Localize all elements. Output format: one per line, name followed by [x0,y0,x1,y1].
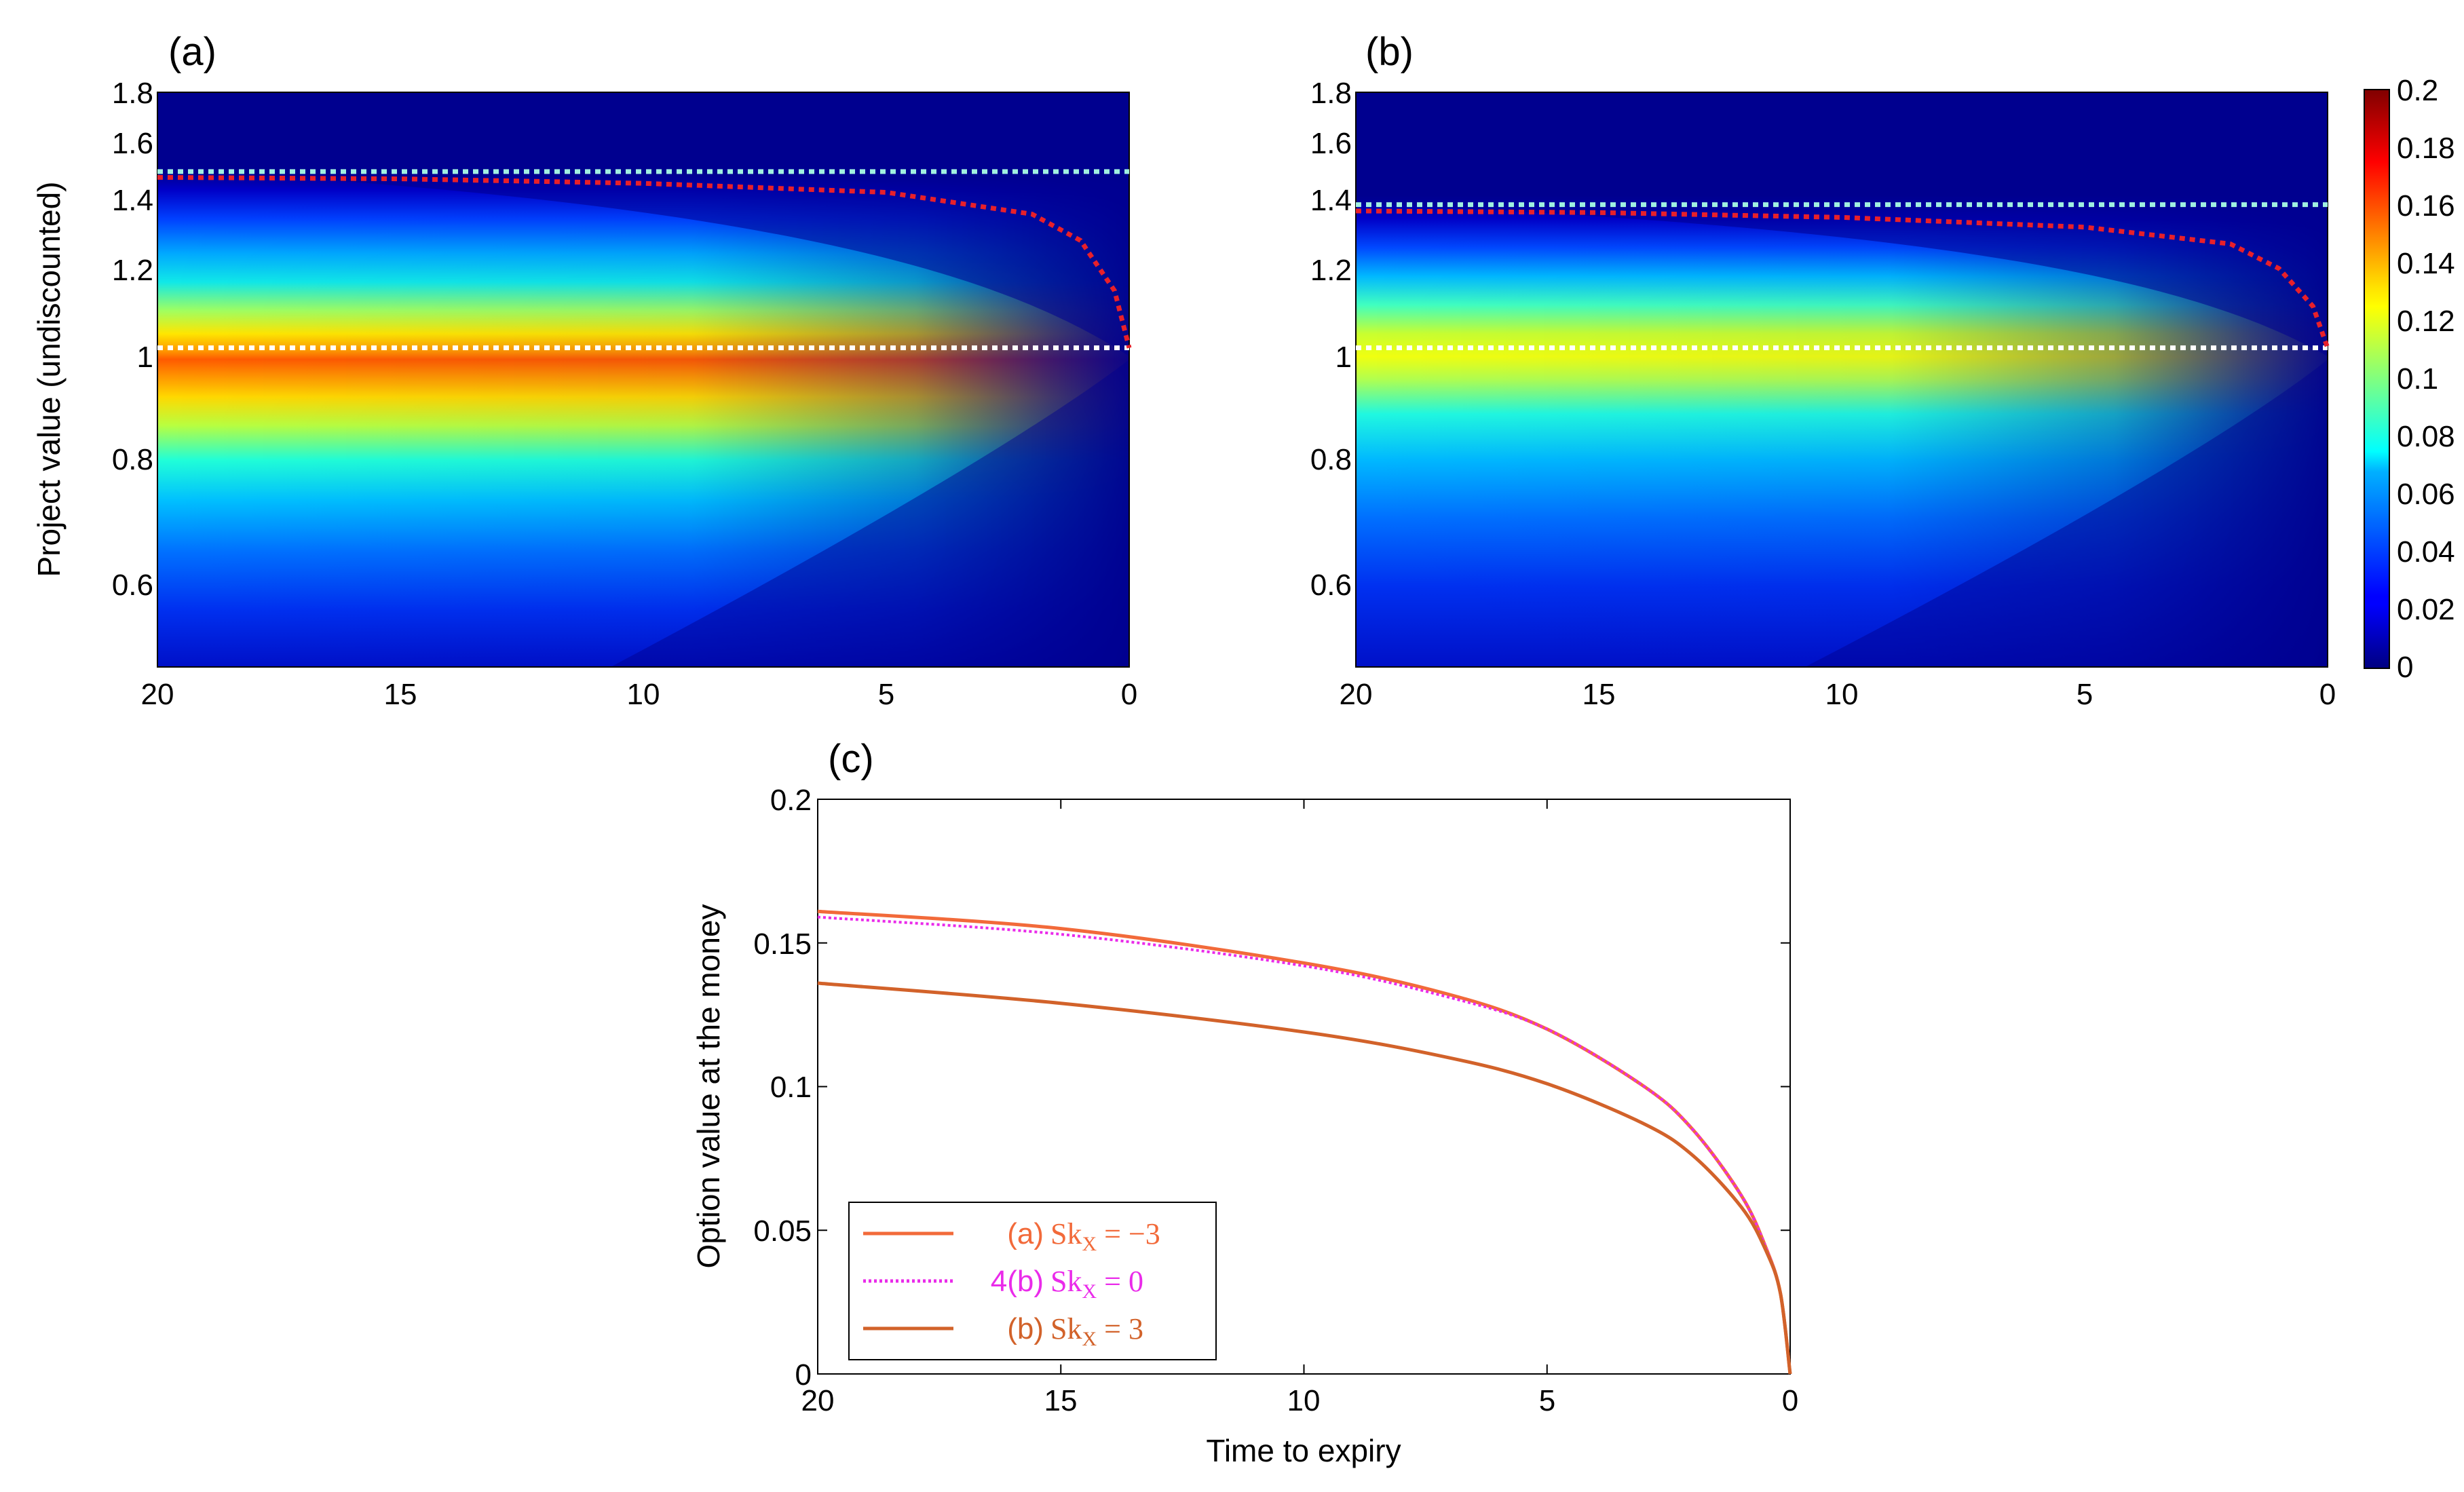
legend-math: SkX = −3 [1050,1217,1160,1255]
series-line-4b [817,915,1792,1375]
panel-a-xtick: 20 [141,678,174,711]
panel-b-ytick: 1 [1335,341,1352,374]
colorbar-tick: 0.14 [2397,247,2455,280]
panel-c: (c) Time to expiry Option value at the m… [691,737,1798,1468]
panel-a-frame [157,92,1130,668]
panel-b-ytick: 1.6 [1310,127,1352,160]
panel-a-xtick: 15 [384,678,417,711]
panel-c-xlabel: Time to expiry [1206,1433,1401,1468]
colorbar-tick: 0.16 [2397,189,2455,223]
panel-b-ytick: 0.8 [1310,443,1352,476]
panel-c-ytick: 0 [795,1358,812,1392]
legend-math-sub: X [1082,1233,1097,1255]
series-line-b [817,981,1792,1375]
colorbar-tick: 0.06 [2397,478,2455,511]
legend-math-base: Sk [1050,1265,1082,1298]
colorbar: 0.2 0.18 0.16 0.14 0.12 0.1 0.08 0.06 0.… [2364,74,2455,684]
colorbar-gradient [2364,89,2390,669]
panel-b-yticks: 1.8 1.6 1.4 1.2 1 0.8 0.6 [1310,77,1352,602]
legend-math-base: Sk [1050,1217,1082,1250]
colorbar-tick: 0.02 [2397,593,2455,626]
colorbar-tick: 0.1 [2397,362,2438,396]
panel-c-xtick: 5 [1539,1384,1555,1417]
colorbar-tick: 0.18 [2397,132,2455,165]
panel-b-xtick: 10 [1825,678,1859,711]
panel-b-label: (b) [1365,30,1414,74]
panel-c-ylabel: Option value at the money [691,904,726,1269]
panel-c-series [817,909,1792,1375]
panel-a-ytick: 1 [137,341,153,374]
panel-a-ytick: 0.6 [112,569,153,602]
panel-b-ytick: 0.6 [1310,569,1352,602]
legend-entry-4b: 4(b) SkX = 0 [863,1265,1143,1303]
legend-math-rest: = 3 [1097,1312,1143,1345]
panel-a-label: (a) [168,30,216,74]
panel-b-frame [1355,92,2328,668]
panel-c-ytick: 0.05 [753,1214,812,1248]
panel-c-xtick: 15 [1044,1384,1078,1417]
panel-b-ytick: 1.4 [1310,184,1352,217]
panel-a-yticks: 1.8 1.6 1.4 1.2 1 0.8 0.6 [112,77,153,602]
panel-a: (a) Project value (undiscounted) 1.8 1.6… [31,30,1137,711]
panel-a-ytick: 1.8 [112,77,153,110]
panel-c-xticks: 20 15 10 5 0 [801,1384,1799,1417]
panel-a-wedge-top [157,92,1129,356]
panel-a-xtick: 10 [627,678,660,711]
panel-c-ytick: 0.2 [770,784,812,817]
panel-a-exercise-boundary [157,174,1132,349]
panel-a-xtick: 5 [878,678,894,711]
legend-math-sub: X [1082,1280,1097,1303]
colorbar-tick: 0.2 [2397,74,2438,107]
panel-c-xtick: 10 [1287,1384,1321,1417]
colorbar-tick: 0.08 [2397,420,2455,453]
legend-box [848,1202,1217,1360]
legend-math: SkX = 3 [1050,1312,1143,1350]
legend-label: 4(b) [991,1265,1044,1298]
panel-a-ytick: 1.2 [112,254,153,287]
colorbar-tick: 0.04 [2397,535,2455,569]
panel-b-ytick: 1.8 [1310,77,1352,110]
panel-a-wedge-bottom [157,360,1129,667]
panel-c-ytick: 0.1 [770,1071,812,1104]
panel-a-ytick: 1.4 [112,184,153,217]
panel-b-ytick: 1.2 [1310,254,1352,287]
legend-math-rest: = −3 [1097,1217,1160,1250]
panel-b-wedge-top [1356,92,2328,356]
panel-c-legend: (a) SkX = −3 4(b) SkX = 0 (b) SkX = 3 [848,1202,1217,1360]
panel-a-ytick: 1.6 [112,127,153,160]
panel-b-xtick: 15 [1582,678,1616,711]
panel-b-xtick: 5 [2077,678,2093,711]
panel-a-ytick: 0.8 [112,443,153,476]
legend-math: SkX = 0 [1050,1265,1143,1303]
legend-math-base: Sk [1050,1312,1082,1345]
panel-b-xtick: 0 [2319,678,2336,711]
panel-a-ylabel: Project value (undiscounted) [31,182,67,577]
panel-b-xticks: 20 15 10 5 0 [1340,678,2336,711]
colorbar-tick: 0.12 [2397,305,2455,338]
legend-math-rest: = 0 [1097,1265,1143,1298]
panel-c-xtick: 20 [801,1384,835,1417]
colorbar-tick: 0 [2397,651,2413,684]
panel-a-xtick: 0 [1121,678,1137,711]
legend-math-sub: X [1082,1328,1097,1350]
legend-label: (b) [1007,1312,1044,1345]
legend-entry-b: (b) SkX = 3 [863,1312,1143,1350]
panel-b-wedge-bottom [1356,360,2328,667]
panel-c-ytick: 0.15 [753,927,812,961]
panel-c-label: (c) [828,737,874,781]
panel-b-xtick: 20 [1340,678,1373,711]
panel-a-xticks: 20 15 10 5 0 [141,678,1138,711]
legend-label: (a) [1007,1217,1044,1250]
legend-entry-a: (a) SkX = −3 [863,1217,1160,1255]
panel-c-xtick: 0 [1782,1384,1798,1417]
panel-b: (b) 1.8 1.6 1.4 1.2 1 0.8 0.6 20 15 10 5… [1310,30,2336,711]
panel-c-yticks: 0.2 0.15 0.1 0.05 0 [753,784,812,1392]
